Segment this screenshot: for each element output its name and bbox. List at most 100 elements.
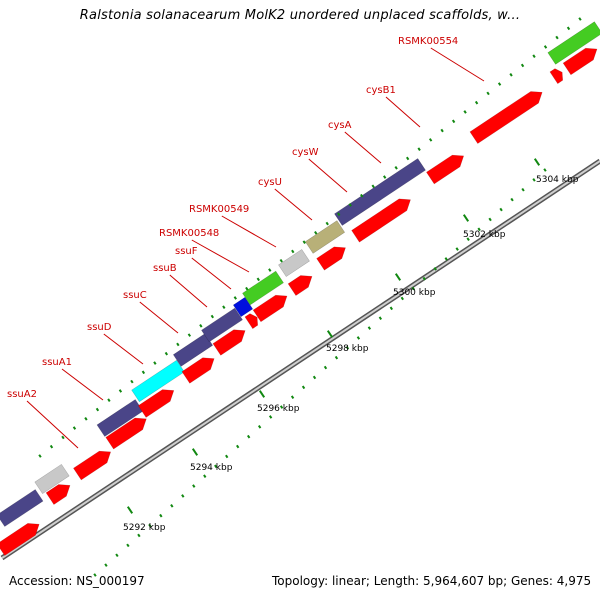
cds-arrow-14[interactable] [469,86,546,144]
kbp-label: 5300 kbp [393,288,436,298]
upper-dot-row-tick [187,333,192,337]
upper-dot-row-tick [383,175,387,179]
kbp-label: 5296 kbp [257,404,300,414]
lower-dot-row-tick [521,187,525,192]
lower-dot-row-tick [148,523,152,528]
upper-dot-row-tick [291,249,295,254]
gene-box-ssuB[interactable] [201,307,243,343]
cds-arrow-5[interactable] [137,385,177,418]
leader-line-ssuB [169,274,208,308]
lower-dot-row-tick [411,286,415,291]
lower-dot-row-tick [433,266,437,271]
gene-label-ssuB[interactable]: ssuB [153,263,177,274]
lower-dot-row-tick [290,395,295,399]
cds-arrow-6[interactable] [181,353,218,384]
gene-box-cysW-cysA[interactable] [334,158,426,226]
gene-label-cysW[interactable]: cysW [292,147,319,158]
leader-line-ssuA1 [61,368,104,401]
upper-dot-row-tick [428,138,433,142]
upper-dot-row-tick [337,212,341,217]
accession-value[interactable]: NS_000197 [76,574,145,588]
cds-arrow-4[interactable] [105,413,150,450]
lower-dot-row-tick [192,484,196,488]
kbp-major-tick-7 [533,158,541,166]
upper-dot-row-tick [371,184,375,189]
cds-arrow-3[interactable] [73,446,114,481]
upper-dot-row-tick [440,128,444,133]
backbone-line-light [1,160,600,559]
gene-label-ssuD[interactable]: ssuD [87,322,112,333]
gene-box-gray-1[interactable] [34,463,70,495]
gene-box-RSMK00554[interactable] [547,21,600,65]
upper-dot-row-tick [164,351,169,356]
gene-label-ssuF[interactable]: ssuF [175,246,198,257]
upper-dot-row-tick [463,110,467,114]
cds-arrow-11[interactable] [316,242,350,271]
gene-label-cysA[interactable]: cysA [328,120,352,131]
cds-arrow-9[interactable] [252,290,291,323]
upper-dot-row-tick [118,389,123,393]
lower-dot-row-tick [225,454,229,459]
upper-dot-row-tick [474,100,479,105]
gene-label-ssuA2[interactable]: ssuA2 [7,389,37,400]
upper-dot-row-tick [95,407,100,412]
lower-dot-row-tick [115,553,119,558]
gene-box-RSMK00548[interactable] [242,270,284,306]
upper-dot-row-tick [84,417,88,421]
lower-dot-row-tick [455,247,459,251]
cds-arrow-8[interactable] [244,311,261,329]
gene-label-ssuC[interactable]: ssuC [123,290,147,301]
lower-dot-row-tick [323,365,328,370]
leader-line-cysU [274,188,313,221]
leader-line-ssuA2 [26,400,79,449]
gene-label-ssuA1[interactable]: ssuA1 [42,357,72,368]
cds-arrow-13[interactable] [426,150,467,185]
cds-arrow-16[interactable] [562,43,600,76]
lower-dot-row-tick [246,434,251,439]
lower-dot-row-tick [279,405,284,409]
gene-box-RSMK00549[interactable] [278,249,310,277]
accession-text: Accession: NS_000197 [9,574,145,588]
upper-dot-row-tick [394,165,398,170]
lower-dot-row-tick [334,355,339,360]
cds-arrow-2[interactable] [45,480,74,505]
upper-dot-row-tick [566,26,571,31]
lower-dot-row-tick [257,425,262,429]
leader-line-ssuC [139,301,179,334]
gene-box-ssuD[interactable] [131,359,185,403]
cds-arrow-15[interactable] [549,66,566,84]
upper-dot-row-tick [256,277,260,282]
cds-arrow-10[interactable] [287,271,316,296]
cds-arrow-1[interactable] [0,518,43,556]
gene-label-RSMK00554[interactable]: RSMK00554 [398,36,458,47]
lower-dot-row-tick [170,504,174,508]
cds-arrow-7[interactable] [212,325,249,356]
cds-arrow-12[interactable] [351,194,415,243]
upper-dot-row-tick [348,203,352,207]
gene-box-ssuA2-left[interactable] [0,489,44,527]
gene-label-cysB1[interactable]: cysB1 [366,85,396,96]
gene-label-cysU[interactable]: cysU [258,177,282,188]
lower-dot-row-tick [104,563,108,567]
upper-dot-row-tick [302,240,306,244]
kbp-major-tick-3 [258,390,266,398]
upper-dot-row-tick [153,361,157,365]
kbp-label: 5304 kbp [536,175,579,185]
lower-dot-row-tick [466,237,470,241]
upper-dot-row-tick [141,370,146,375]
lower-dot-row-tick [422,276,426,281]
leader-line-RSMK00548 [191,239,250,273]
gene-label-RSMK00548[interactable]: RSMK00548 [159,228,219,239]
kbp-major-tick-5 [394,273,402,281]
leader-line-cysA [344,131,382,164]
gene-label-RSMK00549[interactable]: RSMK00549 [189,204,249,215]
upper-dot-row-tick [130,379,134,384]
upper-dot-row-tick [279,258,283,263]
upper-dot-row-tick [555,35,559,40]
gene-box-cysU[interactable] [304,220,346,254]
lower-dot-row-tick [389,306,394,311]
kbp-major-tick-1 [126,506,134,514]
lower-dot-row-tick [203,474,207,479]
gene-box-ssuF[interactable] [232,296,254,318]
